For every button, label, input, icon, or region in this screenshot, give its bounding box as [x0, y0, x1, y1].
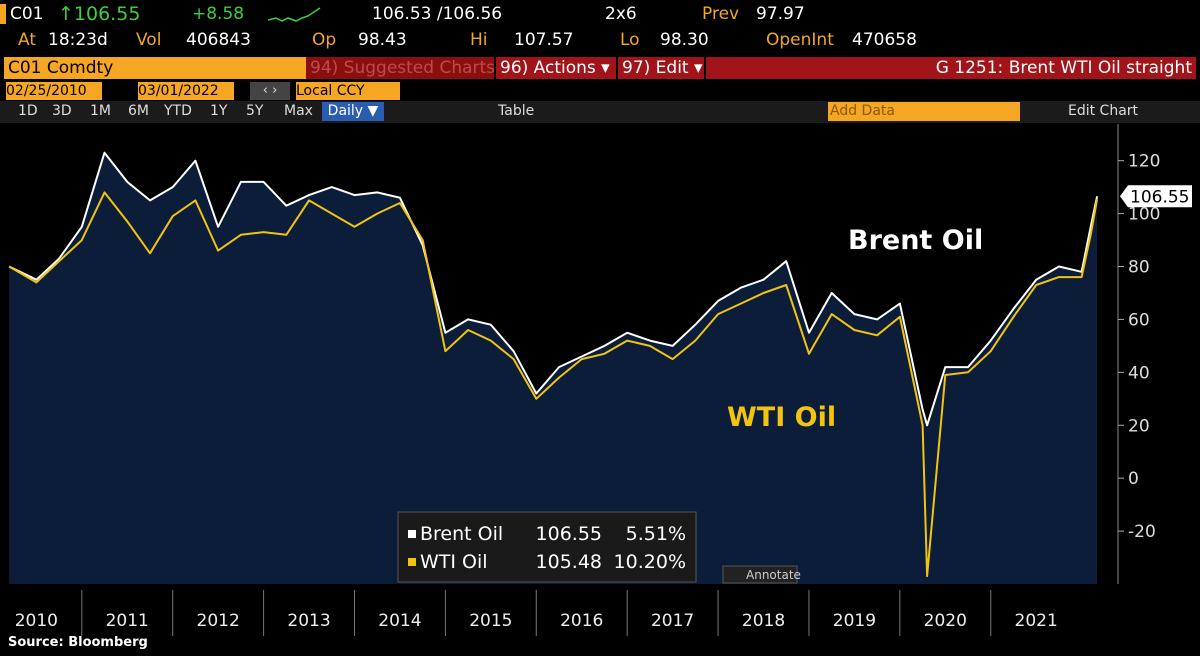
x-tick-label: 2018	[742, 611, 785, 631]
x-tick-label: 2015	[469, 611, 512, 631]
bid-ask: 106.53 /106.56	[372, 4, 503, 24]
x-tick-label: 2017	[651, 611, 694, 631]
oi-label: OpenInt	[766, 30, 834, 50]
x-tick-label: 2014	[378, 611, 421, 631]
range-button[interactable]: 5Y	[246, 103, 264, 119]
legend-swatch	[408, 558, 416, 566]
lo: 98.30	[660, 30, 709, 50]
y-tick-label: -20	[1128, 522, 1156, 542]
marker	[0, 4, 6, 24]
actions-menu[interactable]: 96) Actions ▾	[496, 57, 616, 79]
legend-value: 106.55	[536, 523, 602, 545]
prev: 97.97	[756, 4, 805, 24]
x-tick-label: 2016	[560, 611, 603, 631]
start-date[interactable]: 02/25/2010	[6, 82, 102, 100]
area	[9, 152, 1098, 584]
annotate-label[interactable]: Annotate	[746, 568, 801, 582]
currency[interactable]: Local CCY	[296, 82, 400, 100]
value-tag-label: 106.55	[1130, 187, 1189, 207]
range-button[interactable]: 1D	[18, 103, 38, 119]
size: 2x6	[605, 4, 637, 24]
range-button[interactable]: 6M	[128, 103, 149, 119]
y-tick-label: 120	[1128, 152, 1160, 172]
suggested-charts[interactable]: 94) Suggested Charts	[306, 57, 495, 79]
source: Source: Bloomberg	[8, 635, 148, 650]
last-price: ↑106.55	[58, 3, 141, 25]
period[interactable]: Daily ▼	[322, 102, 384, 121]
legend-change: 10.20%	[614, 551, 686, 573]
line	[8, 151, 1099, 427]
end-date[interactable]: 03/01/2022	[138, 82, 234, 100]
chart: -20 0 20 40 60 80 100 120 2010 2011 2012 2013 2014 20…	[8, 124, 1192, 650]
line	[8, 191, 1099, 578]
legend-panel	[397, 511, 697, 583]
vol-label: Vol	[136, 30, 162, 50]
legend-value: 105.48	[536, 551, 602, 573]
sparkline	[268, 7, 321, 22]
series-annotation: WTI Oil	[727, 402, 836, 433]
y-tick-label: 40	[1128, 363, 1150, 383]
y-tick-label: 0	[1128, 469, 1139, 489]
time: 18:23d	[48, 30, 108, 50]
range-button[interactable]: 1M	[90, 103, 111, 119]
x-tick-label: 2012	[197, 611, 240, 631]
range-button[interactable]: 3D	[52, 103, 72, 119]
legend-change: 5.51%	[626, 523, 686, 545]
op: 98.43	[358, 30, 407, 50]
hi-label: Hi	[470, 30, 488, 50]
chart-name: G 1251: Brent WTI Oil straight	[706, 57, 1196, 79]
op-label: Op	[312, 30, 337, 50]
series-annotation: Brent Oil	[848, 225, 983, 256]
net-change: +8.58	[192, 4, 245, 24]
vol: 406843	[186, 30, 251, 50]
legend-name: Brent Oil	[420, 523, 503, 545]
x-tick-label: 2021	[1015, 611, 1058, 631]
prev-label: Prev	[702, 4, 740, 24]
x-tick-label: 2010	[15, 611, 58, 631]
security-field[interactable]: C01 Comdty	[4, 57, 306, 79]
hi: 107.57	[514, 30, 574, 50]
arrows[interactable]: ‹ ›	[250, 82, 290, 100]
table-button[interactable]: Table	[498, 103, 535, 119]
y-tick-label: 60	[1128, 310, 1150, 330]
y-tick-label: 100	[1128, 205, 1160, 225]
y-tick-label: 80	[1128, 258, 1150, 278]
legend-name: WTI Oil	[420, 551, 488, 573]
lo-label: Lo	[620, 30, 640, 50]
edit-chart[interactable]: Edit Chart	[1068, 103, 1139, 119]
x-tick-label: 2019	[833, 611, 876, 631]
x-tick-label: 2011	[106, 611, 149, 631]
edit-menu[interactable]: 97) Edit ▾	[618, 57, 704, 79]
annotate-button	[722, 565, 798, 584]
x-tick-label: 2013	[287, 611, 330, 631]
range-button[interactable]: 1Y	[210, 103, 228, 119]
legend-swatch	[408, 530, 416, 538]
add-data[interactable]: Add Data	[828, 102, 1020, 121]
open-interest: 470658	[852, 30, 917, 50]
value-tag	[1120, 185, 1192, 208]
at-label: At	[18, 30, 36, 50]
x-tick-label: 2020	[924, 611, 967, 631]
range-button[interactable]: Max	[284, 103, 313, 119]
y-tick-label: 20	[1128, 416, 1150, 436]
ticker: C01	[10, 4, 44, 24]
range-button[interactable]: YTD	[164, 103, 192, 119]
